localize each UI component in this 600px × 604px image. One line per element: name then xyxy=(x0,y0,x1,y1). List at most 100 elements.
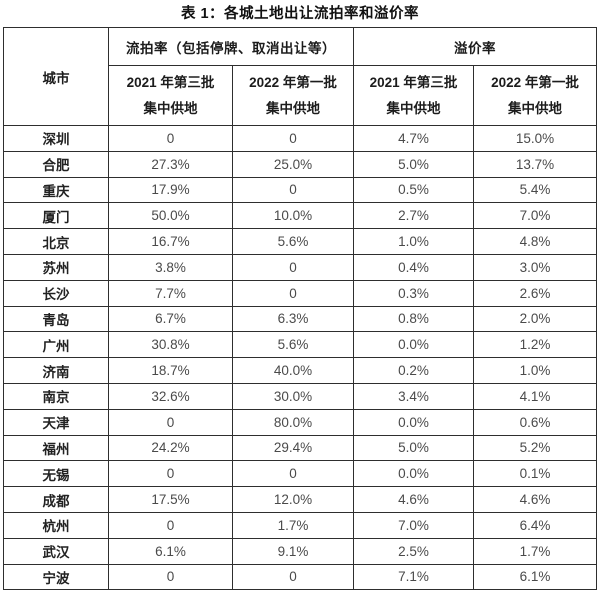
group-header-premium-rate: 溢价率 xyxy=(353,27,597,66)
value-cell: 3.8% xyxy=(108,253,233,281)
value-cell: 17.5% xyxy=(108,486,233,513)
value-cell: 0.3% xyxy=(353,279,474,307)
value-cell: 24.2% xyxy=(108,434,233,462)
corner-header-city: 城市 xyxy=(3,27,109,126)
value-cell: 16.7% xyxy=(108,228,233,255)
value-cell: 1.0% xyxy=(353,228,474,255)
subheader-premium-2022-batch1: 2022 年第一批 集中供地 xyxy=(473,65,597,126)
value-cell: 80.0% xyxy=(232,408,354,436)
value-cell: 3.0% xyxy=(473,253,597,281)
table-row: 天津 0 80.0% 0.0% 0.6% xyxy=(3,408,597,436)
table-header: 城市 流拍率（包括停牌、取消出让等） 溢价率 2021 年第三批 集中供地 20… xyxy=(3,27,597,126)
table-title: 表 1：各城土地出让流拍率和溢价率 xyxy=(180,6,420,22)
value-cell: 0.2% xyxy=(353,357,474,384)
value-cell: 5.4% xyxy=(473,176,597,204)
value-cell: 2.7% xyxy=(353,202,474,230)
value-cell: 25.0% xyxy=(232,150,354,178)
city-cell: 深圳 xyxy=(3,125,109,152)
table-row: 武汉 6.1% 9.1% 2.5% 1.7% xyxy=(3,537,597,565)
city-cell: 南京 xyxy=(3,382,109,410)
table-row: 深圳 0 0 4.7% 15.0% xyxy=(3,125,597,152)
value-cell: 0.0% xyxy=(353,331,474,359)
group-header-failure-rate: 流拍率（包括停牌、取消出让等） xyxy=(108,27,354,66)
value-cell: 30.8% xyxy=(108,331,233,359)
table-row: 长沙 7.7% 0 0.3% 2.6% xyxy=(3,279,597,307)
table-row: 苏州 3.8% 0 0.4% 3.0% xyxy=(3,253,597,281)
value-cell: 2.6% xyxy=(473,279,597,307)
table-row: 重庆 17.9% 0 0.5% 5.4% xyxy=(3,176,597,204)
value-cell: 32.6% xyxy=(108,382,233,410)
value-cell: 9.1% xyxy=(232,537,354,565)
value-cell: 0.1% xyxy=(473,460,597,488)
header-sub-row: 2021 年第三批 集中供地 2022 年第一批 集中供地 2021 年第三批 … xyxy=(4,65,597,126)
value-cell: 6.1% xyxy=(108,537,233,565)
city-cell: 合肥 xyxy=(3,150,109,178)
subheader-premium-2021-batch3: 2021 年第三批 集中供地 xyxy=(353,65,474,126)
value-cell: 0.5% xyxy=(353,176,474,204)
value-cell: 6.4% xyxy=(473,511,597,539)
value-cell: 30.0% xyxy=(232,382,354,410)
value-cell: 5.2% xyxy=(473,434,597,462)
value-cell: 17.9% xyxy=(108,176,233,204)
subheader-failure-2021-batch3: 2021 年第三批 集中供地 xyxy=(108,65,233,126)
value-cell: 4.6% xyxy=(353,486,474,513)
value-cell: 0 xyxy=(108,125,233,152)
value-cell: 4.7% xyxy=(353,125,474,152)
value-cell: 0 xyxy=(232,125,354,152)
value-cell: 0 xyxy=(108,511,233,539)
city-cell: 广州 xyxy=(3,331,109,359)
city-cell: 北京 xyxy=(3,228,109,255)
value-cell: 27.3% xyxy=(108,150,233,178)
value-cell: 29.4% xyxy=(232,434,354,462)
value-cell: 7.1% xyxy=(353,563,474,591)
table-row: 济南 18.7% 40.0% 0.2% 1.0% xyxy=(3,357,597,384)
value-cell: 6.1% xyxy=(473,563,597,591)
city-cell: 福州 xyxy=(3,434,109,462)
city-cell: 无锡 xyxy=(3,460,109,488)
value-cell: 0 xyxy=(108,460,233,488)
table-row: 厦门 50.0% 10.0% 2.7% 7.0% xyxy=(3,202,597,230)
table-row: 福州 24.2% 29.4% 5.0% 5.2% xyxy=(3,434,597,462)
value-cell: 15.0% xyxy=(473,125,597,152)
value-cell: 0 xyxy=(232,253,354,281)
value-cell: 4.6% xyxy=(473,486,597,513)
value-cell: 0 xyxy=(232,460,354,488)
city-cell: 成都 xyxy=(3,486,109,513)
value-cell: 0.6% xyxy=(473,408,597,436)
city-cell: 苏州 xyxy=(3,253,109,281)
table-row: 合肥 27.3% 25.0% 5.0% 13.7% xyxy=(3,150,597,178)
value-cell: 4.8% xyxy=(473,228,597,255)
header-group-row: 城市 流拍率（包括停牌、取消出让等） 溢价率 xyxy=(3,27,597,126)
table-row: 成都 17.5% 12.0% 4.6% 4.6% xyxy=(3,486,597,513)
value-cell: 3.4% xyxy=(353,382,474,410)
value-cell: 2.0% xyxy=(473,305,597,333)
value-cell: 0.4% xyxy=(353,253,474,281)
value-cell: 7.7% xyxy=(108,279,233,307)
table-row: 杭州 0 1.7% 7.0% 6.4% xyxy=(3,511,597,539)
value-cell: 0.0% xyxy=(353,460,474,488)
value-cell: 7.0% xyxy=(353,511,474,539)
value-cell: 7.0% xyxy=(473,202,597,230)
value-cell: 50.0% xyxy=(108,202,233,230)
city-cell: 青岛 xyxy=(3,305,109,333)
value-cell: 1.2% xyxy=(473,331,597,359)
value-cell: 0 xyxy=(232,176,354,204)
table-row: 宁波 0 0 7.1% 6.1% xyxy=(3,563,597,591)
table-row: 无锡 0 0 0.0% 0.1% xyxy=(3,460,597,488)
value-cell: 0 xyxy=(232,279,354,307)
value-cell: 5.6% xyxy=(232,331,354,359)
value-cell: 0 xyxy=(108,563,233,591)
city-cell: 重庆 xyxy=(3,176,109,204)
value-cell: 5.6% xyxy=(232,228,354,255)
value-cell: 10.0% xyxy=(232,202,354,230)
value-cell: 1.7% xyxy=(232,511,354,539)
value-cell: 1.0% xyxy=(473,357,597,384)
table-row: 青岛 6.7% 6.3% 0.8% 2.0% xyxy=(3,305,597,333)
value-cell: 40.0% xyxy=(232,357,354,384)
city-cell: 厦门 xyxy=(3,202,109,230)
subheader-failure-2022-batch1: 2022 年第一批 集中供地 xyxy=(232,65,354,126)
value-cell: 0.0% xyxy=(353,408,474,436)
table-row: 北京 16.7% 5.6% 1.0% 4.8% xyxy=(3,228,597,255)
city-cell: 杭州 xyxy=(3,511,109,539)
value-cell: 0.8% xyxy=(353,305,474,333)
